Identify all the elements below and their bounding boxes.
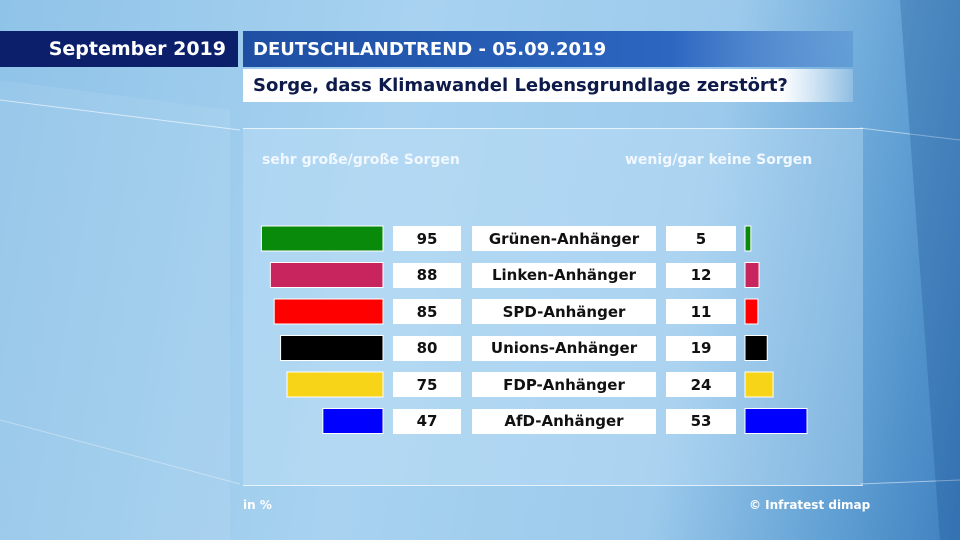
bar-left-5 (322, 408, 384, 434)
bar-left-0 (260, 225, 384, 252)
value-right-1: 12 (666, 262, 736, 288)
value-right-4: 24 (666, 372, 736, 397)
bar-left-4 (286, 371, 384, 398)
bar-right-3 (744, 335, 768, 361)
category-label-5: AfD-Anhänger (472, 408, 656, 434)
bar-right-2 (744, 298, 759, 325)
category-label-1: Linken-Anhänger (472, 262, 656, 288)
source-label: © Infratest dimap (749, 498, 871, 512)
value-left-0: 95 (393, 226, 461, 251)
bar-right-4 (744, 371, 774, 398)
value-right-2: 11 (666, 299, 736, 324)
value-left-5: 47 (393, 408, 461, 434)
right-column-heading: wenig/gar keine Sorgen (625, 152, 813, 168)
bar-right-0 (744, 225, 752, 252)
category-label-2: SPD-Anhänger (472, 299, 656, 324)
month-label: September 2019 (0, 31, 238, 67)
trend-title: DEUTSCHLANDTREND - 05.09.2019 (243, 31, 853, 67)
bar-left-3 (280, 335, 384, 361)
bar-right-1 (744, 262, 760, 288)
value-right-5: 53 (666, 408, 736, 434)
left-column-heading: sehr große/große Sorgen (262, 152, 460, 168)
bar-right-5 (744, 408, 808, 434)
value-left-1: 88 (393, 262, 461, 288)
category-label-0: Grünen-Anhänger (472, 226, 656, 251)
value-left-3: 80 (393, 335, 461, 361)
question-title: Sorge, dass Klimawandel Lebensgrundlage … (243, 69, 853, 102)
unit-label: in % (243, 498, 272, 512)
bar-left-1 (269, 262, 384, 288)
value-right-0: 5 (666, 226, 736, 251)
category-label-3: Unions-Anhänger (472, 335, 656, 361)
value-right-3: 19 (666, 335, 736, 361)
value-left-4: 75 (393, 372, 461, 397)
value-left-2: 85 (393, 299, 461, 324)
bar-left-2 (273, 298, 384, 325)
category-label-4: FDP-Anhänger (472, 372, 656, 397)
